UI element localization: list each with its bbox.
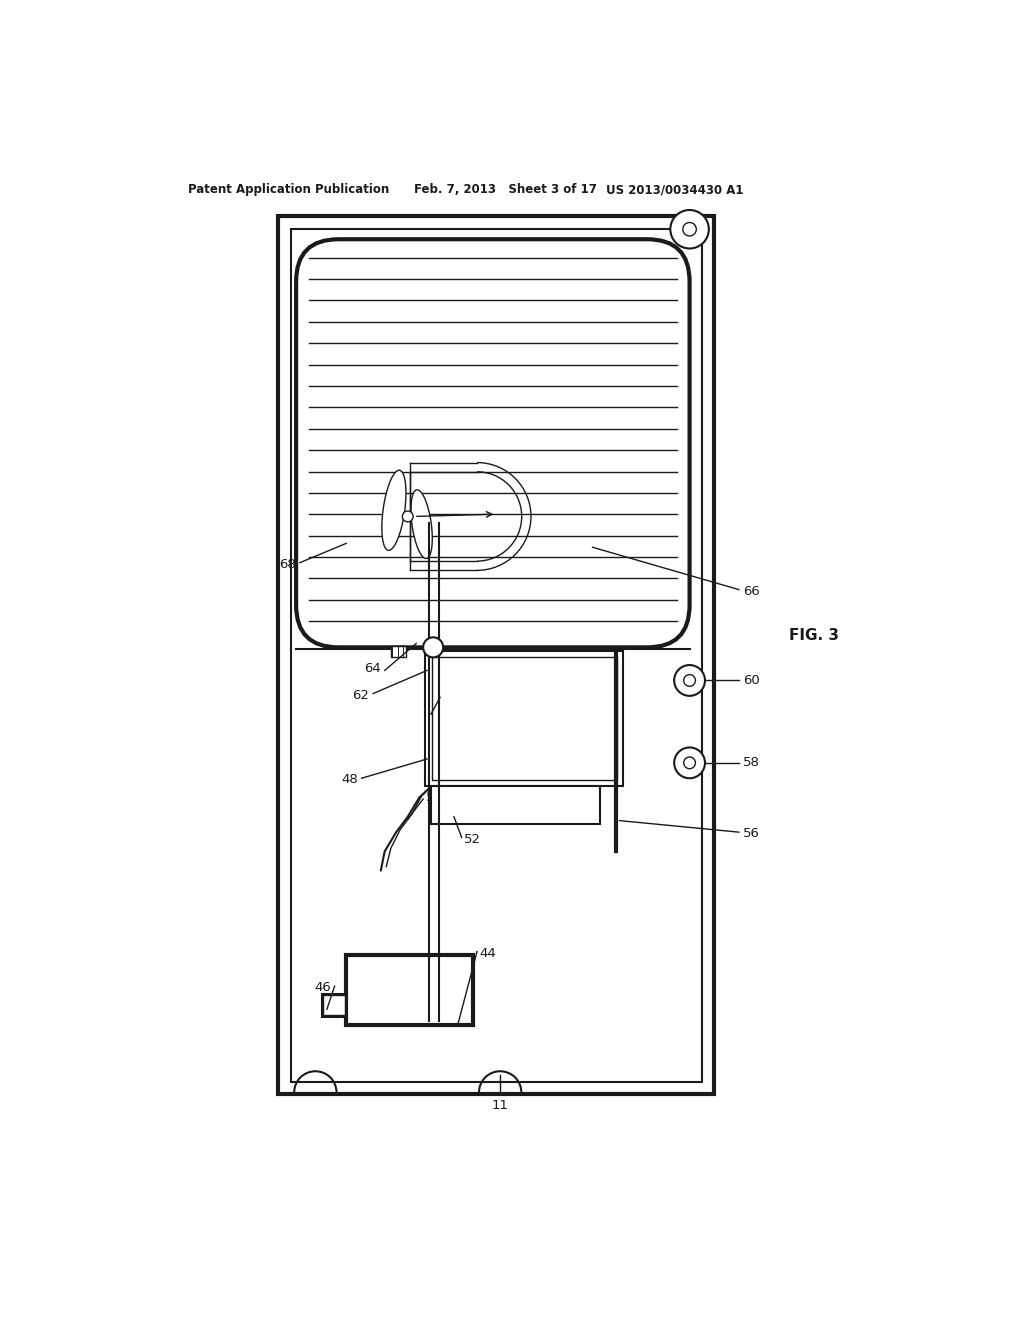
Text: FIG. 3: FIG. 3 bbox=[788, 628, 839, 643]
Circle shape bbox=[674, 747, 705, 779]
Bar bbox=[431, 785, 600, 825]
Circle shape bbox=[402, 511, 413, 521]
Circle shape bbox=[674, 665, 705, 696]
Circle shape bbox=[684, 756, 695, 768]
Text: 64: 64 bbox=[365, 661, 381, 675]
Bar bbox=[346, 956, 473, 1024]
Ellipse shape bbox=[411, 490, 432, 558]
Bar bbox=[322, 994, 346, 1016]
Circle shape bbox=[684, 675, 695, 686]
Circle shape bbox=[671, 210, 709, 248]
Circle shape bbox=[683, 223, 696, 236]
Bar bbox=[279, 216, 714, 1094]
Text: 58: 58 bbox=[742, 756, 760, 770]
Bar bbox=[291, 230, 701, 1082]
Text: 68: 68 bbox=[280, 557, 296, 570]
Text: 46: 46 bbox=[314, 981, 331, 994]
Text: 56: 56 bbox=[742, 828, 760, 841]
Bar bbox=[432, 657, 617, 780]
Circle shape bbox=[423, 638, 443, 657]
Text: 54: 54 bbox=[433, 709, 450, 722]
Text: Patent Application Publication: Patent Application Publication bbox=[188, 183, 389, 197]
Text: US 2013/0034430 A1: US 2013/0034430 A1 bbox=[606, 183, 743, 197]
Text: 60: 60 bbox=[742, 675, 760, 686]
Text: Feb. 7, 2013   Sheet 3 of 17: Feb. 7, 2013 Sheet 3 of 17 bbox=[414, 183, 597, 197]
Text: 52: 52 bbox=[464, 833, 481, 846]
Bar bbox=[425, 651, 624, 785]
Bar bbox=[323, 995, 345, 1015]
Bar bbox=[391, 645, 407, 656]
Ellipse shape bbox=[382, 470, 406, 550]
Text: 66: 66 bbox=[742, 585, 760, 598]
FancyBboxPatch shape bbox=[296, 239, 689, 647]
Text: 44: 44 bbox=[479, 946, 496, 960]
Text: 11: 11 bbox=[492, 1100, 509, 1113]
Text: 50: 50 bbox=[425, 791, 442, 804]
Text: 62: 62 bbox=[352, 689, 370, 702]
Text: 48: 48 bbox=[341, 774, 357, 787]
